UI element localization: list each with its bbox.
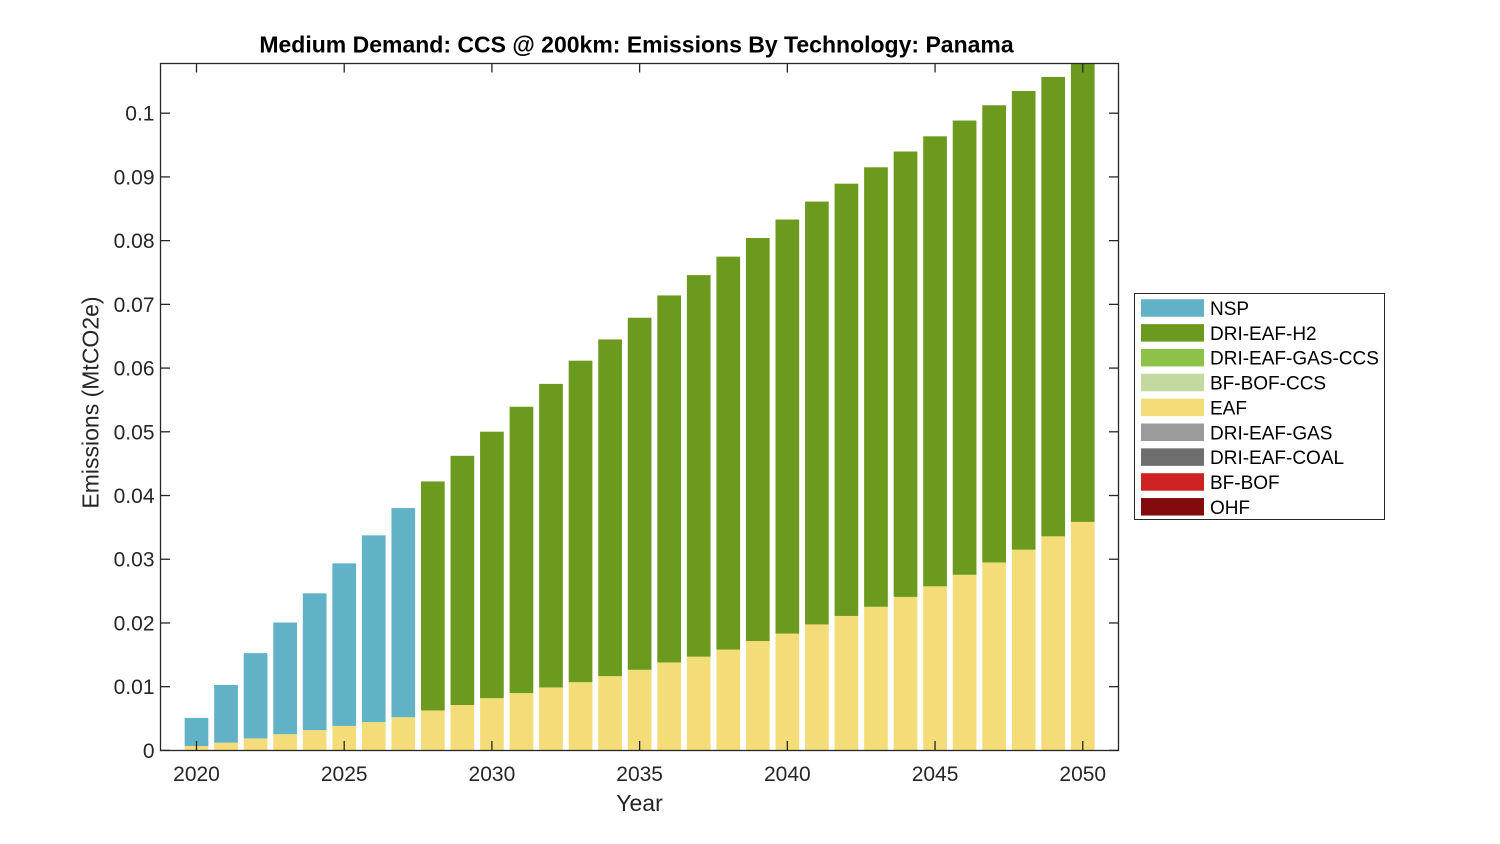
svg-text:2030: 2030	[469, 763, 516, 786]
svg-text:0.03: 0.03	[114, 549, 155, 572]
svg-text:0.07: 0.07	[114, 294, 155, 317]
svg-text:NSP: NSP	[1210, 299, 1249, 320]
svg-text:Year: Year	[616, 790, 663, 816]
svg-text:DRI-EAF-COAL: DRI-EAF-COAL	[1210, 448, 1344, 469]
svg-text:2045: 2045	[912, 763, 959, 786]
svg-text:Emissions (MtCO2e): Emissions (MtCO2e)	[78, 296, 104, 508]
svg-text:DRI-EAF-GAS: DRI-EAF-GAS	[1210, 423, 1332, 444]
svg-text:2020: 2020	[173, 763, 220, 786]
svg-text:0.01: 0.01	[114, 676, 155, 699]
svg-text:BF-BOF: BF-BOF	[1210, 473, 1280, 494]
svg-text:0.08: 0.08	[114, 230, 155, 253]
svg-text:0.09: 0.09	[114, 166, 155, 189]
svg-text:2025: 2025	[321, 763, 368, 786]
svg-text:0: 0	[143, 740, 155, 763]
svg-text:OHF: OHF	[1210, 498, 1250, 519]
svg-text:0.02: 0.02	[114, 612, 155, 635]
svg-text:0.1: 0.1	[125, 103, 154, 126]
svg-text:2040: 2040	[764, 763, 811, 786]
svg-text:0.04: 0.04	[114, 485, 155, 508]
svg-text:BF-BOF-CCS: BF-BOF-CCS	[1210, 374, 1326, 395]
svg-text:Medium Demand: CCS @ 200km: Em: Medium Demand: CCS @ 200km: Emissions By…	[259, 32, 1014, 58]
svg-text:DRI-EAF-H2: DRI-EAF-H2	[1210, 324, 1317, 345]
svg-text:0.05: 0.05	[114, 421, 155, 444]
svg-text:2035: 2035	[616, 763, 663, 786]
svg-text:0.06: 0.06	[114, 358, 155, 381]
svg-text:DRI-EAF-GAS-CCS: DRI-EAF-GAS-CCS	[1210, 349, 1379, 370]
svg-text:EAF: EAF	[1210, 398, 1247, 419]
svg-text:2050: 2050	[1059, 763, 1106, 786]
